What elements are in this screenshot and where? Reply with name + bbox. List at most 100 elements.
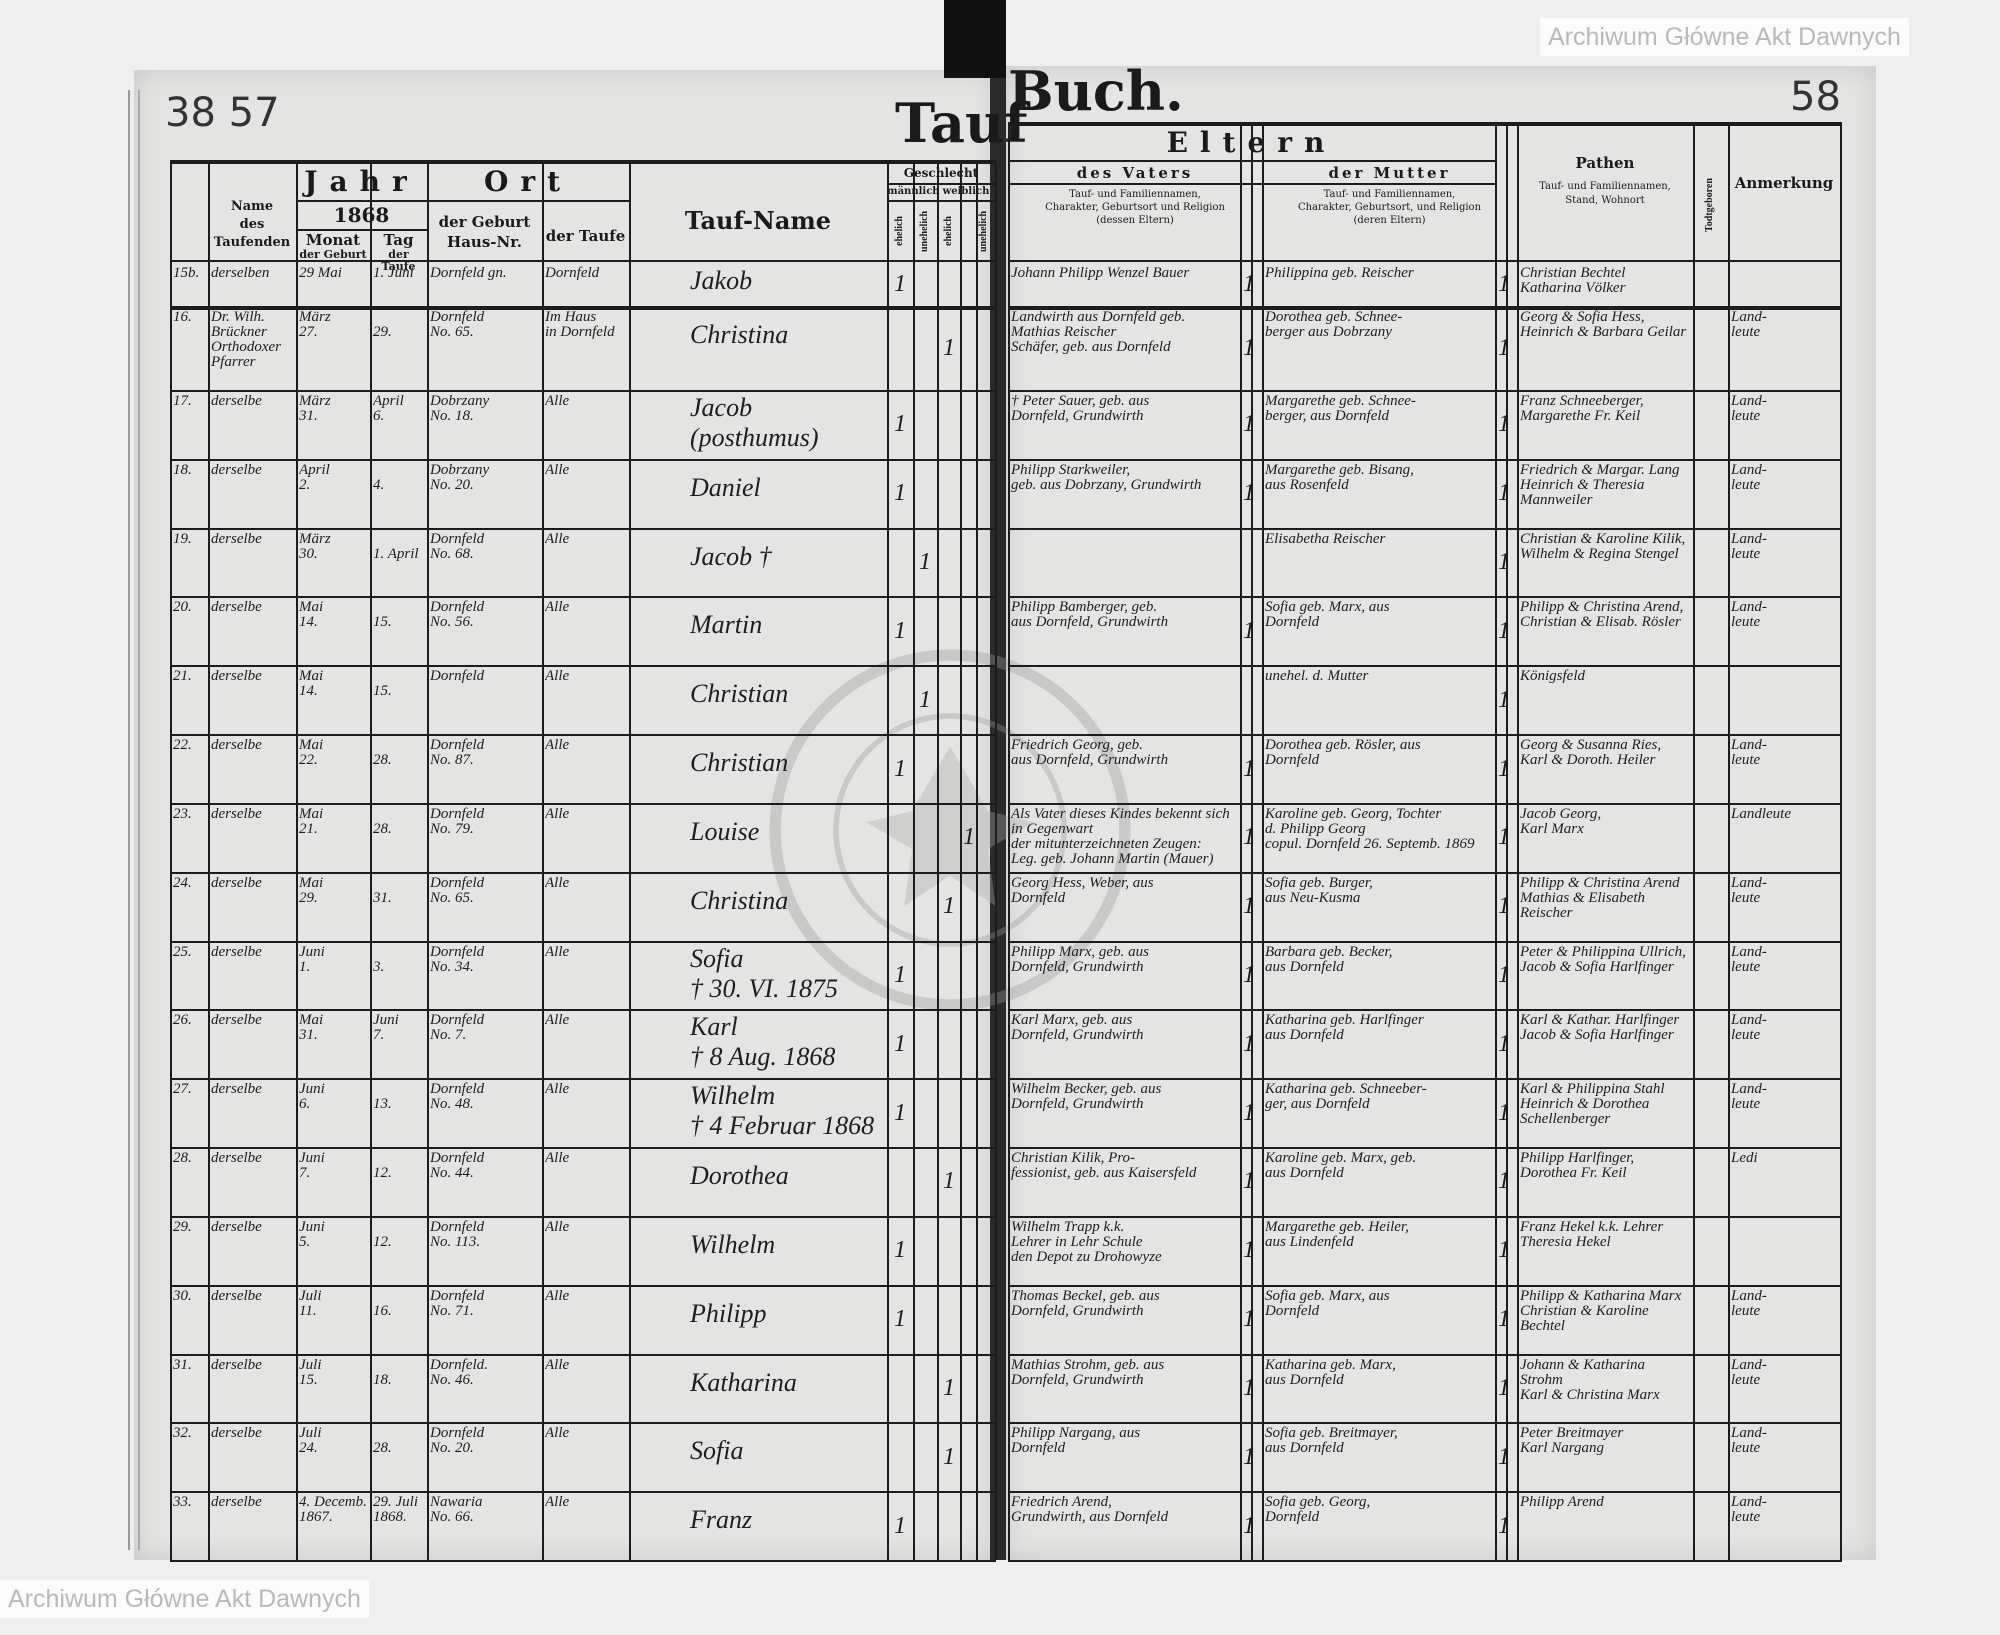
sex-mark: 1 xyxy=(894,271,906,297)
remark: Land- leute xyxy=(1731,944,1767,975)
birth-place: Dobrzany No. 20. xyxy=(430,462,490,493)
sex-mark: 1 xyxy=(894,755,906,782)
father-details: Als Vater dieses Kindes bekennt sich in … xyxy=(1011,806,1230,867)
religion-mark: 1 xyxy=(1243,893,1255,920)
baptizer-name: derselbe xyxy=(211,1013,262,1029)
religion-mark: 1 xyxy=(1498,271,1510,297)
father-details: Philipp Starkweiler, geb. aus Dobrzany, … xyxy=(1011,462,1202,493)
row-number: 27. xyxy=(173,1082,192,1098)
godparents-names: Karl & Philippina Stahl Heinrich & Dorot… xyxy=(1520,1082,1665,1128)
birth-place: Dornfeld No. 56. xyxy=(430,600,485,631)
child-name: Jacob † xyxy=(690,541,772,571)
row-rule xyxy=(1008,1353,1842,1356)
row-rule xyxy=(1008,734,1842,737)
row-rule xyxy=(1008,1560,1842,1562)
religion-mark: 1 xyxy=(1243,824,1255,851)
row-rule xyxy=(170,306,996,310)
sex-mark: 1 xyxy=(894,1306,906,1333)
sex-mark: 1 xyxy=(894,1512,906,1539)
column-rule xyxy=(1840,124,1842,1560)
child-name: Christian xyxy=(690,679,789,709)
remark xyxy=(1731,266,1837,304)
father-details: Mathias Strohm, geb. aus Dornfeld, Grund… xyxy=(1011,1357,1165,1388)
baptism-place: Alle xyxy=(545,1151,570,1167)
header-rule xyxy=(1008,183,1495,185)
birth-place: Dornfeld No. 34. xyxy=(430,944,485,975)
row-number: 25. xyxy=(173,944,192,960)
baptism-place: Alle xyxy=(545,1219,570,1235)
column-rule xyxy=(370,163,372,1560)
sex-mark: 1 xyxy=(894,480,906,507)
baptism-day: 15. xyxy=(373,683,392,700)
child-name: Wilhelm xyxy=(690,1229,776,1259)
birth-place: Dornfeld gn. xyxy=(430,266,507,281)
father-details: Christian Kilik, Pro- fessionist, geb. a… xyxy=(1011,1151,1197,1182)
remark: Land- leute xyxy=(1731,1288,1767,1319)
religion-mark: 1 xyxy=(1243,1030,1255,1057)
baptism-place: Alle xyxy=(545,1495,570,1511)
father-details: Johann Philipp Wenzel Bauer xyxy=(1011,266,1190,281)
male-header: männlich xyxy=(887,186,940,198)
row-rule xyxy=(1008,527,1842,530)
title-right: Buch. xyxy=(1008,59,1184,123)
baptism-day: 3. xyxy=(373,958,385,975)
remark: Land- leute xyxy=(1731,600,1767,631)
column-rule xyxy=(913,163,915,1560)
child-name: Martin xyxy=(690,610,763,640)
sex-mark: 1 xyxy=(894,1030,906,1057)
child-name: Philipp xyxy=(690,1298,767,1328)
row-rule xyxy=(170,1560,996,1562)
sex-mark: 1 xyxy=(894,617,906,644)
mother-details: Sofia geb. Breitmayer, aus Dornfeld xyxy=(1265,1426,1398,1457)
baptizer-name: derselbe xyxy=(211,1495,262,1511)
godparents-names: Philipp & Katharina Marx Christian & Kar… xyxy=(1520,1288,1682,1334)
row-number: 20. xyxy=(173,600,192,616)
header-rule xyxy=(296,229,427,231)
row-number: 30. xyxy=(173,1288,192,1304)
birth-month: Mai 29. xyxy=(299,875,324,906)
baptism-place: Alle xyxy=(545,1288,570,1304)
religion-mark: 1 xyxy=(1243,962,1255,988)
baptism-day: Juni 7. xyxy=(373,1013,399,1044)
column-rule xyxy=(1506,124,1508,1560)
baptism-place: Alle xyxy=(545,1013,570,1029)
sex-mark: 1 xyxy=(943,1168,955,1195)
row-rule xyxy=(1008,1147,1842,1150)
religion-mark: 1 xyxy=(1243,411,1255,438)
binder-strip xyxy=(944,0,1006,78)
mother-details: unehel. d. Mutter xyxy=(1265,669,1369,685)
baptizer-name: derselbe xyxy=(211,600,262,616)
illegit-male-header: unehelich xyxy=(919,210,930,252)
mother-details: Katharina geb. Schneeber- ger, aus Dornf… xyxy=(1265,1082,1427,1113)
mother-details: Philippina geb. Reischer xyxy=(1265,266,1414,281)
godparents-names: Jacob Georg, Karl Marx xyxy=(1520,806,1602,837)
row-rule xyxy=(170,390,996,392)
female-header: weiblich xyxy=(942,186,990,197)
birth-place: Dornfeld No. 20. xyxy=(430,1426,485,1457)
child-name: Jakob xyxy=(690,266,753,295)
birth-place: Dornfeld xyxy=(430,669,485,685)
stillborn-header: Todtgeboren xyxy=(1704,178,1715,232)
baptism-day: 29. xyxy=(373,324,392,340)
mother-subheader: Tauf- und Familiennamen, Charakter, Gebu… xyxy=(1297,189,1482,226)
baptism-place: Alle xyxy=(545,806,570,822)
baptizer-name: derselbe xyxy=(211,1426,262,1442)
child-name: Wilhelm † 4 Februar 1868 xyxy=(690,1081,875,1141)
remark: Land- leute xyxy=(1731,1426,1767,1457)
page-stack-edge xyxy=(128,90,140,1550)
birth-month: Mai 14. xyxy=(299,600,324,631)
name-header: Name des Taufenden xyxy=(213,199,291,250)
header-bottom-rule xyxy=(170,260,996,262)
godparents-names: Christian Bechtel Katharina Völker xyxy=(1520,266,1626,296)
father-details: Philipp Bamberger, geb. aus Dornfeld, Gr… xyxy=(1011,600,1169,631)
godparents-names: Karl & Kathar. Harlfinger Jacob & Sofia … xyxy=(1520,1013,1680,1044)
baptizer-name: derselbe xyxy=(211,944,262,960)
godparents-names: Friedrich & Margar. Lang Heinrich & Ther… xyxy=(1520,462,1680,508)
father-details xyxy=(1011,669,1237,732)
baptizer-name: derselbe xyxy=(211,1082,262,1098)
baptism-place: Alle xyxy=(545,944,570,960)
column-rule xyxy=(887,163,889,1560)
birth-place: Dobrzany No. 18. xyxy=(430,394,490,424)
father-details: † Peter Sauer, geb. aus Dornfeld, Grundw… xyxy=(1011,394,1150,424)
baptism-place: Alle xyxy=(545,1426,570,1442)
